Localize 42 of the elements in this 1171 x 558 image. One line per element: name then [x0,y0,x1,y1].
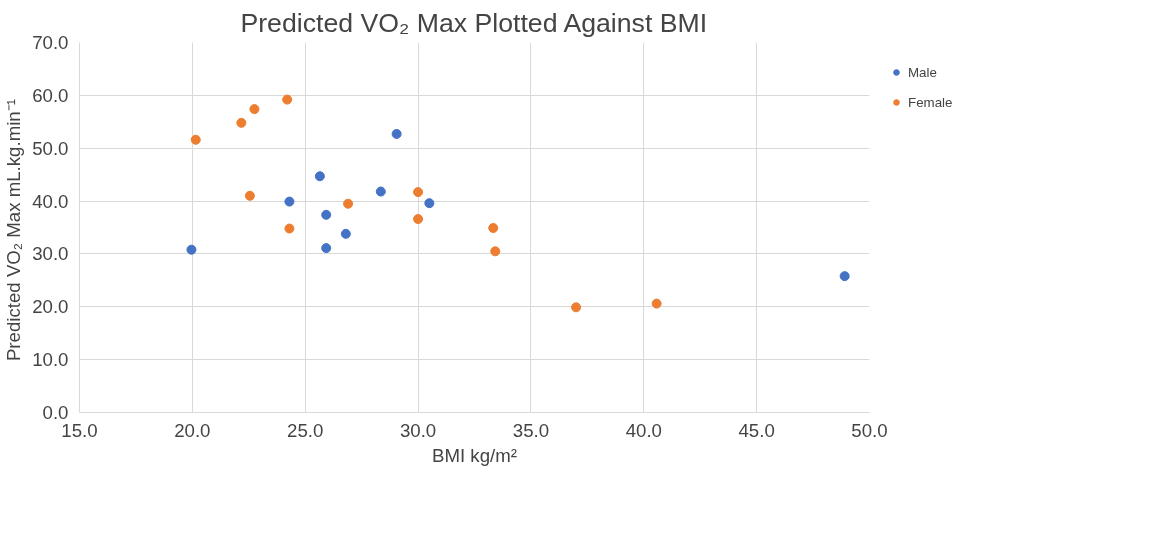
point [284,223,295,234]
x-tick-label: 40.0 [625,419,662,441]
y-axis-title: Predicted VO₂ Max mL.kg.min⁻¹ [3,99,25,362]
x-tick-label: 20.0 [174,419,211,441]
point [488,223,499,234]
point [490,246,501,257]
point [284,196,295,207]
legend-label: Male [908,64,938,80]
point [236,117,247,128]
legend-label: Female [908,94,954,110]
point [424,198,435,209]
point [244,190,255,201]
chart-title: Predicted VO₂ Max Plotted Against BMI [240,7,708,38]
x-tick-label: 45.0 [738,419,775,441]
y-tick-label: 50.0 [32,137,69,159]
y-tick-label: 20.0 [32,296,69,318]
point [391,128,402,139]
y-tick-label: 10.0 [32,349,69,371]
y-tick-label: 70.0 [32,32,69,53]
point [343,198,354,209]
x-tick-label: 50.0 [851,419,888,441]
x-tick-label: 25.0 [287,419,324,441]
point [282,94,293,105]
x-tick-label: 35.0 [512,419,550,441]
point [375,186,386,197]
point [190,134,201,145]
point [314,171,325,182]
y-tick-label: 60.0 [32,84,69,106]
point [651,298,662,309]
point [321,243,332,254]
point [413,214,424,225]
y-tick-label: 30.0 [32,243,69,265]
point [321,209,332,220]
x-axis-title: BMI kg/m² [432,444,517,466]
point [186,244,197,255]
y-tick-label: 40.0 [32,190,69,212]
x-tick-label: 30.0 [399,419,437,441]
point [249,104,260,115]
point [839,271,850,282]
point [571,302,582,313]
point [413,187,424,198]
point [340,228,351,239]
